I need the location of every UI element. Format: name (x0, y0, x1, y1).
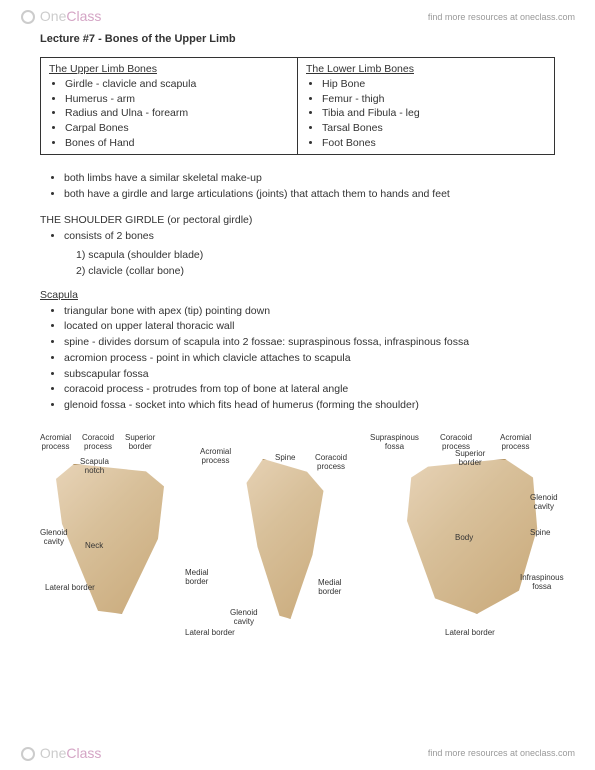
shoulder-title: THE SHOULDER GIRDLE (or pectoral girdle) (40, 213, 555, 229)
page-header: OneClass find more resources at oneclass… (0, 0, 595, 33)
upper-limb-col: The Upper Limb Bones Girdle - clavicle a… (41, 58, 298, 154)
scapula-diagram: Acromialprocess Coracoidprocess Superiorbo… (40, 424, 555, 654)
logo-class: Class (66, 8, 101, 24)
logo-one: One (40, 8, 66, 24)
list-item: Humerus - arm (65, 92, 289, 107)
anatomy-label: Infraspinousfossa (520, 574, 564, 592)
anatomy-label: Body (455, 534, 473, 543)
upper-limb-title: The Upper Limb Bones (49, 62, 289, 77)
limb-table: The Upper Limb Bones Girdle - clavicle a… (40, 57, 555, 155)
list-item: 2) clavicle (collar bone) (76, 264, 555, 280)
lower-limb-col: The Lower Limb Bones Hip Bone Femur - th… (298, 58, 554, 154)
anatomy-label: Spine (275, 454, 295, 463)
anatomy-label: Acromialprocess (500, 434, 531, 452)
list-item: Bones of Hand (65, 136, 289, 151)
header-link[interactable]: find more resources at oneclass.com (428, 12, 575, 22)
list-item: both limbs have a similar skeletal make-… (64, 171, 555, 187)
anatomy-label: Glenoidcavity (530, 494, 558, 512)
anatomy-label: Coracoidprocess (315, 454, 347, 472)
upper-limb-list: Girdle - clavicle and scapula Humerus - … (49, 77, 289, 150)
list-item: subscapular fossa (64, 367, 555, 383)
list-item: 1) scapula (shoulder blade) (76, 248, 555, 264)
anatomy-label: Superiorborder (125, 434, 155, 452)
list-item: consists of 2 bones (64, 229, 555, 245)
list-item: Tarsal Bones (322, 121, 546, 136)
anatomy-label: Medialborder (185, 569, 209, 587)
lower-limb-title: The Lower Limb Bones (306, 62, 546, 77)
list-item: Femur - thigh (322, 92, 546, 107)
anatomy-label: Lateral border (445, 629, 495, 638)
lecture-title: Lecture #7 - Bones of the Upper Limb (40, 33, 555, 45)
list-item: coracoid process - protrudes from top of… (64, 382, 555, 398)
anatomy-label: Neck (85, 542, 103, 551)
logo: OneClass (20, 8, 101, 25)
list-item: Hip Bone (322, 77, 546, 92)
list-item: triangular bone with apex (tip) pointing… (64, 304, 555, 320)
list-item: Foot Bones (322, 136, 546, 151)
anatomy-label: Glenoidcavity (230, 609, 258, 627)
scapula-list: triangular bone with apex (tip) pointing… (40, 304, 555, 414)
list-item: both have a girdle and large articulatio… (64, 187, 555, 203)
content: Lecture #7 - Bones of the Upper Limb The… (0, 33, 595, 654)
list-item: Tibia and Fibula - leg (322, 106, 546, 121)
notes-list-1: both limbs have a similar skeletal make-… (40, 171, 555, 203)
list-item: acromion process - point in which clavic… (64, 351, 555, 367)
logo-icon (20, 746, 36, 762)
scapula-title: Scapula (40, 288, 555, 304)
page-footer: OneClass find more resources at oneclass… (0, 737, 595, 770)
anatomy-label: Acromialprocess (200, 448, 231, 466)
list-item: Carpal Bones (65, 121, 289, 136)
anatomy-label: Glenoidcavity (40, 529, 68, 547)
list-item: located on upper lateral thoracic wall (64, 319, 555, 335)
anatomy-label: Supraspinousfossa (370, 434, 419, 452)
anatomy-label: Superiorborder (455, 450, 485, 468)
footer-logo: OneClass (20, 745, 101, 762)
anatomy-label: Lateral border (185, 629, 235, 638)
anatomy-label: Scapulanotch (80, 458, 109, 476)
notes-section: both limbs have a similar skeletal make-… (40, 171, 555, 414)
lower-limb-list: Hip Bone Femur - thigh Tibia and Fibula … (306, 77, 546, 150)
anatomy-label: Medialborder (318, 579, 342, 597)
shoulder-list: consists of 2 bones (40, 229, 555, 245)
list-item: spine - divides dorsum of scapula into 2… (64, 335, 555, 351)
logo-icon (20, 9, 36, 25)
shoulder-bones-list: 1) scapula (shoulder blade) 2) clavicle … (40, 248, 555, 280)
anatomy-label: Acromialprocess (40, 434, 71, 452)
list-item: glenoid fossa - socket into which fits h… (64, 398, 555, 414)
footer-link[interactable]: find more resources at oneclass.com (428, 748, 575, 758)
anatomy-label: Spine (530, 529, 550, 538)
logo-class: Class (66, 745, 101, 761)
anatomy-label: Coracoidprocess (82, 434, 114, 452)
list-item: Radius and Ulna - forearm (65, 106, 289, 121)
anatomy-label: Lateral border (45, 584, 95, 593)
logo-one: One (40, 745, 66, 761)
list-item: Girdle - clavicle and scapula (65, 77, 289, 92)
